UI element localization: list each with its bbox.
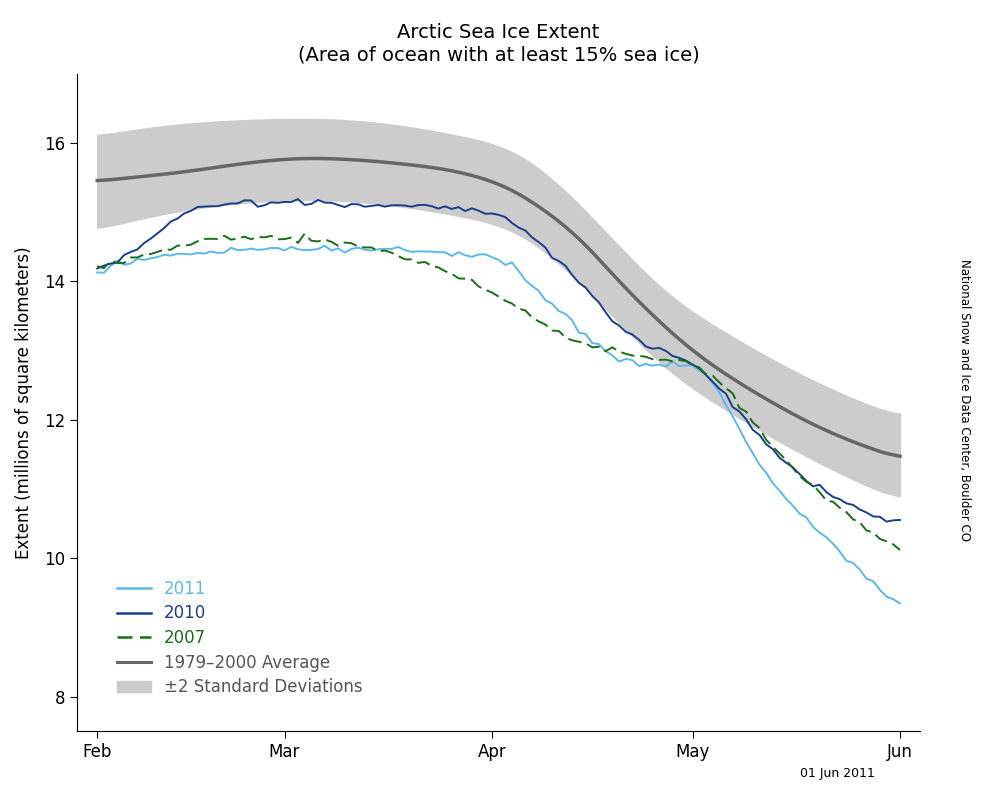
Legend: 2011, 2010, 2007, 1979–2000 Average, ±2 Standard Deviations: 2011, 2010, 2007, 1979–2000 Average, ±2 … (111, 573, 369, 703)
Text: National Snow and Ice Data Center, Boulder CO: National Snow and Ice Data Center, Bould… (958, 259, 972, 541)
Text: 01 Jun 2011: 01 Jun 2011 (800, 767, 875, 780)
Title: Arctic Sea Ice Extent
(Area of ocean with at least 15% sea ice): Arctic Sea Ice Extent (Area of ocean wit… (298, 23, 699, 64)
Y-axis label: Extent (millions of square kilometers): Extent (millions of square kilometers) (15, 246, 33, 559)
